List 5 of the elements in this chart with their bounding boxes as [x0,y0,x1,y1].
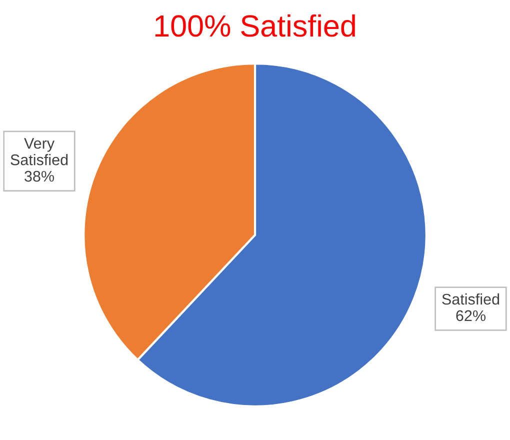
slice-label: Very Satisfied [10,138,68,166]
data-label: 38% [24,170,54,182]
data-label: 62% [456,310,486,322]
slice-label: Satisfied [442,293,500,305]
chart-title: 100% Satisfied [155,14,355,37]
